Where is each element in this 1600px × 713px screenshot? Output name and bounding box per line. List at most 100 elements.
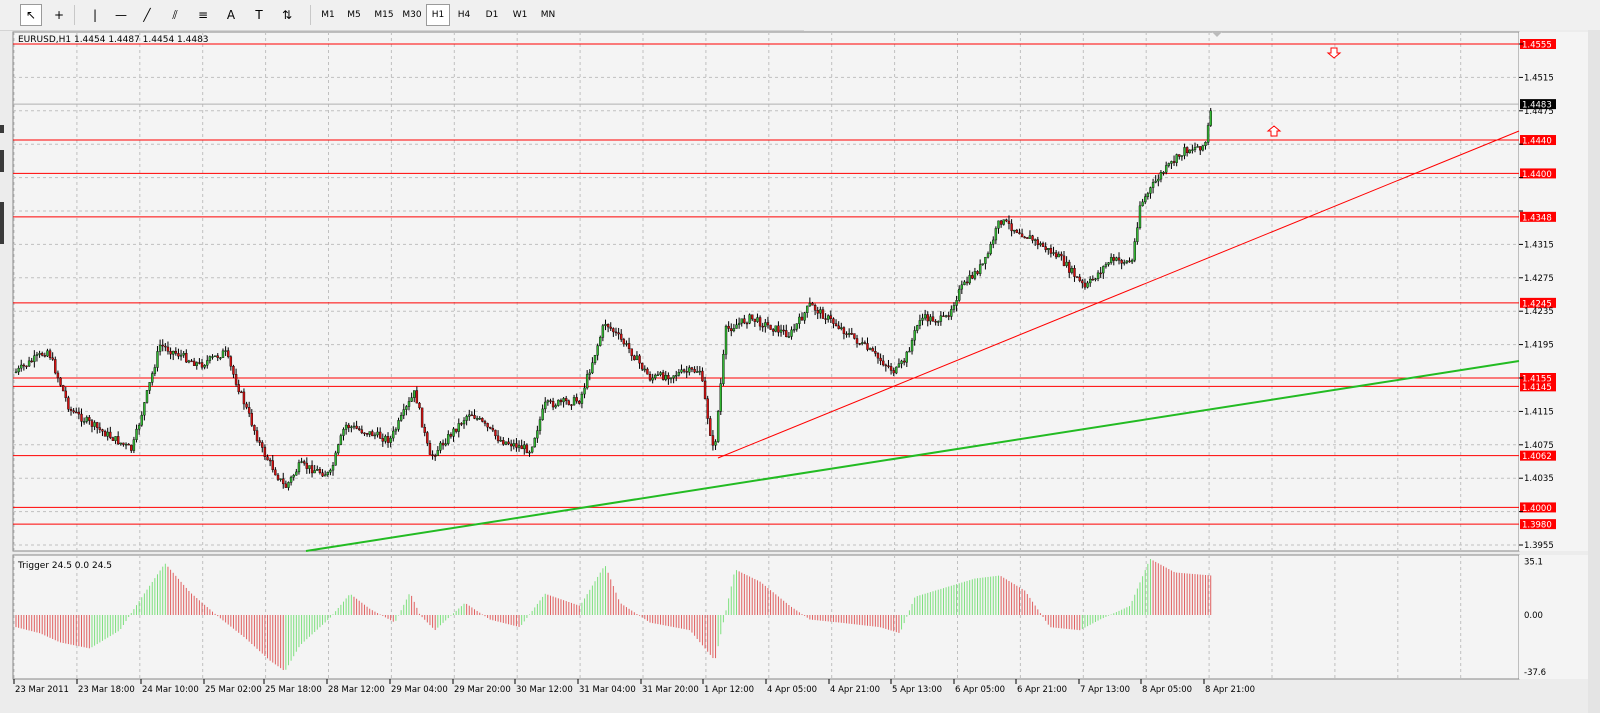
candle-body [620,333,623,340]
candle-body [276,474,280,480]
price-axis-label: 1.4035 [1524,474,1554,484]
trendline-icon[interactable]: ╱ [143,8,151,22]
candle-body [955,300,958,306]
candle-body [892,370,895,374]
candle-body [208,356,212,361]
horizontal-line-icon[interactable]: — [115,8,127,22]
candle-body [373,434,377,437]
candle-body [913,330,916,341]
cursor-icon[interactable]: ↖ [20,4,42,26]
candle-body [158,344,162,352]
right-scroll-edge[interactable] [1588,30,1600,713]
candle-body [706,398,709,419]
timeframe-m30-button[interactable]: M30 [402,10,422,20]
candle-body [245,403,248,408]
candle-body [523,444,526,450]
indicator-panel[interactable] [12,554,1520,680]
candle-body [779,329,783,333]
candle-body [255,430,259,441]
candle-body [156,351,159,368]
timeframe-h4-button[interactable]: H4 [457,10,471,20]
candle-body [470,414,474,417]
candle-body [942,315,945,318]
candle-body [879,357,882,362]
vertical-line-icon[interactable]: | [92,8,98,22]
price-chart-panel[interactable] [12,31,1520,552]
candle-body [381,438,384,442]
candle-body [1120,259,1123,264]
chart-shift-marker[interactable] [1212,32,1222,37]
sell-arrow-icon[interactable] [1326,47,1342,59]
candle-body [232,366,235,375]
green-trendline[interactable] [305,360,1520,552]
candle-body [544,401,547,410]
text-label-icon[interactable]: T [255,8,263,22]
candle-body [1136,227,1139,242]
candle-body [748,314,751,324]
timeframe-mn-button[interactable]: MN [540,10,556,20]
candle-body [1204,141,1207,147]
candle-body [358,428,361,430]
candle-body [221,350,225,358]
candle-body [1157,178,1160,182]
candle-body [648,374,652,381]
candle-body [428,443,432,455]
candle-body [342,429,345,436]
candle-body [868,348,872,350]
chart-toolbar: ↖ + | — ╱ ⫽ ≡ A T ⇅ M1 M5 M15 M30 H1 H4 D1 W1 MN [0,0,804,31]
candle-body [423,427,426,433]
left-panel-edge [0,30,12,713]
candle-body [337,444,340,454]
text-icon[interactable]: A [226,8,236,22]
timeframe-w1-button[interactable]: W1 [512,10,528,20]
red-trendline[interactable] [717,130,1520,459]
candle-body [224,350,227,352]
candle-body [1088,278,1092,284]
crosshair-icon[interactable]: + [53,8,65,22]
candle-body [971,275,974,279]
timeframe-d1-button[interactable]: D1 [485,10,499,20]
candle-body [517,445,521,448]
candle-body [978,264,982,274]
candle-body [489,426,492,429]
candle-body [1162,172,1165,174]
candle-body [103,431,107,437]
candle-body [1128,260,1131,263]
candle-body [72,410,75,413]
candle-body [675,375,678,377]
buy-arrow-icon[interactable] [1266,125,1282,137]
candle-body [761,325,764,328]
candle-body [774,325,777,332]
timeframe-m5-button[interactable]: M5 [347,10,361,20]
timeframe-h1-button[interactable]: H1 [426,4,450,26]
channel-icon[interactable]: ⫽ [172,7,178,22]
candle-body [1099,272,1102,275]
candle-body [1133,241,1136,261]
candle-body [258,440,261,443]
candle-body [242,391,246,405]
candle-body [46,350,49,357]
candle-body [127,443,130,446]
fibonacci-icon[interactable]: ≡ [197,8,209,22]
candle-body [321,472,324,477]
candle-body [247,407,251,414]
level-price-tag [1520,39,1556,49]
candle-body [719,383,722,412]
candle-body [986,253,990,258]
candle-body [855,338,859,344]
candle-body [109,431,112,438]
candle-body [910,339,914,352]
candle-body [1172,161,1176,163]
timeframe-m1-button[interactable]: M1 [321,10,335,20]
candle-body [308,465,311,469]
chart-header: EURUSD,H1 1.4454 1.4487 1.4454 1.4483 [18,35,209,45]
timeframe-m15-button[interactable]: M15 [374,10,394,20]
candle-body [934,321,937,323]
candle-body [1149,187,1152,194]
arrows-icon[interactable]: ⇅ [281,8,293,22]
candle-body [533,437,536,448]
candle-body [1125,260,1129,263]
level-price-label: 1.3980 [1522,521,1552,531]
candle-body [984,256,987,264]
